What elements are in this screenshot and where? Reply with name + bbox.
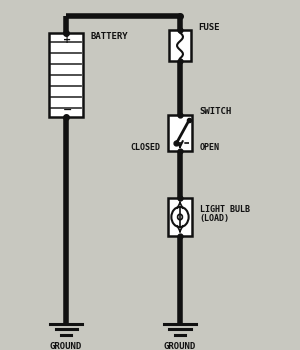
Bar bbox=[169, 30, 190, 61]
Text: CLOSED: CLOSED bbox=[130, 144, 160, 152]
Text: −: − bbox=[63, 105, 72, 115]
Text: FUSE: FUSE bbox=[198, 23, 220, 33]
Text: +: + bbox=[63, 35, 72, 45]
Bar bbox=[49, 33, 83, 117]
Bar bbox=[168, 198, 192, 236]
Text: GROUND: GROUND bbox=[50, 342, 82, 350]
Bar bbox=[168, 115, 192, 151]
Text: SWITCH: SWITCH bbox=[200, 107, 232, 116]
Text: BATTERY: BATTERY bbox=[91, 32, 128, 41]
Text: (LOAD): (LOAD) bbox=[200, 214, 230, 223]
Text: GROUND: GROUND bbox=[164, 342, 196, 350]
Text: LIGHT BULB: LIGHT BULB bbox=[200, 205, 250, 215]
Text: OPEN: OPEN bbox=[200, 144, 220, 152]
